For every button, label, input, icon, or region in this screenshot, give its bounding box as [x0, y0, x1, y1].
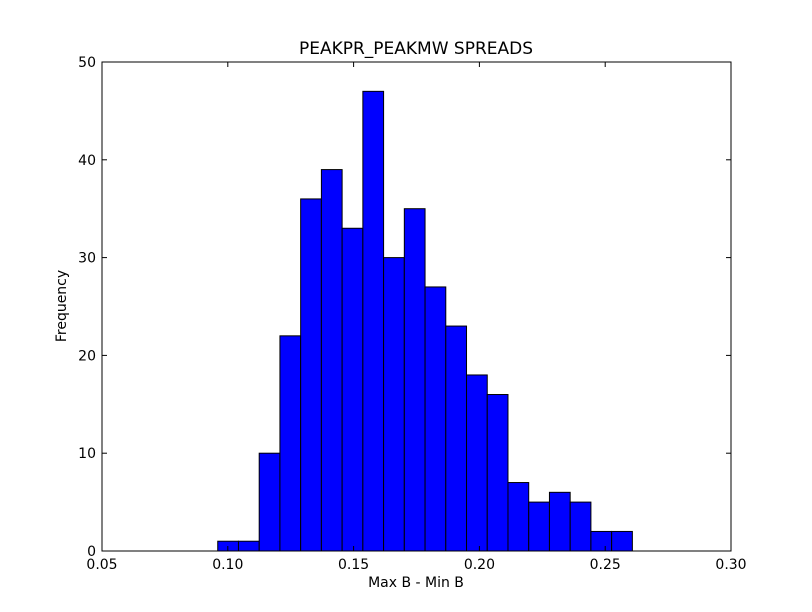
- histogram-bar: [258, 452, 281, 552]
- histogram-bar: [403, 208, 426, 552]
- plot-frame: [101, 61, 732, 552]
- x-tick-label: 0.20: [464, 557, 495, 573]
- histogram-bar: [341, 227, 364, 552]
- x-tick-label: 0.05: [86, 557, 117, 573]
- y-tick-label: 30: [78, 251, 96, 267]
- y-axis-label: Frequency: [54, 270, 70, 342]
- histogram-bar: [507, 482, 530, 552]
- histogram-bar: [445, 325, 468, 552]
- y-tick-label: 0: [87, 544, 96, 560]
- histogram-bar: [569, 501, 592, 552]
- x-axis-label: Max B - Min B: [368, 575, 464, 591]
- histogram-bar: [424, 286, 447, 552]
- histogram-bar: [362, 90, 385, 552]
- histogram-bar: [237, 540, 260, 552]
- histogram-bar: [466, 374, 488, 552]
- x-axis-ticks: 0.05 0.10 0.15 0.20 0.25 0.30: [86, 62, 747, 573]
- histogram-bar: [528, 501, 550, 552]
- histogram-bar: [320, 169, 343, 552]
- y-tick-label: 10: [78, 446, 96, 462]
- bars-group: [217, 90, 633, 552]
- y-tick-label: 50: [78, 55, 96, 71]
- y-tick-label: 40: [78, 153, 96, 169]
- x-tick-label: 0.15: [338, 557, 369, 573]
- histogram-bar: [590, 530, 613, 552]
- x-tick-label: 0.10: [212, 557, 243, 573]
- y-tick-label: 20: [78, 348, 96, 364]
- histogram-bar: [300, 198, 322, 552]
- histogram-bar: [383, 257, 405, 552]
- chart-title: PEAKPR_PEAKMW SPREADS: [299, 39, 533, 59]
- y-axis-ticks: 0 10 20 30 40 50: [78, 55, 731, 560]
- histogram-bar: [548, 491, 571, 552]
- histogram-bar: [279, 335, 302, 552]
- histogram-bar: [611, 530, 633, 552]
- histogram-bar: [486, 394, 509, 552]
- x-tick-label: 0.25: [590, 557, 621, 573]
- x-tick-label: 0.30: [715, 557, 746, 573]
